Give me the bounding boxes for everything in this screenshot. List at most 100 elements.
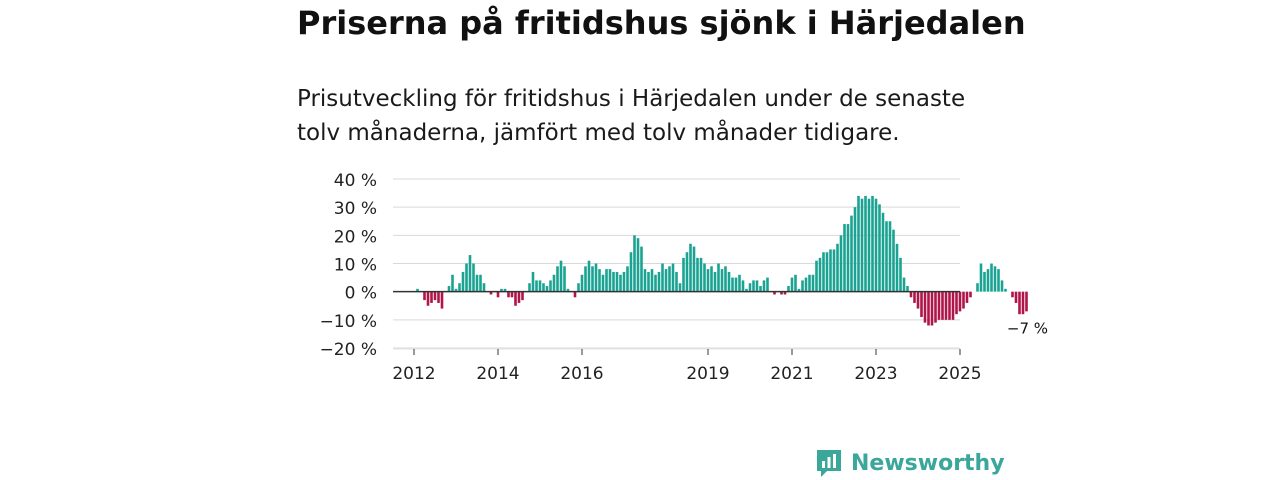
chart-subtitle: Prisutveckling för fritidshus i Härjedal…	[297, 86, 966, 146]
y-tick-label: 20 %	[334, 227, 377, 247]
bar	[447, 286, 451, 292]
bar	[881, 212, 885, 292]
bar	[451, 274, 454, 292]
bar	[832, 249, 836, 292]
bar-chart: 40 % 30 % 20 % 10 % 0 % −10 % −20 % 2012 2014 201…	[320, 171, 1049, 384]
bar	[864, 195, 867, 292]
bar	[951, 291, 955, 320]
bar	[965, 291, 969, 303]
bar	[913, 291, 916, 303]
bar	[993, 266, 997, 292]
bar	[440, 291, 444, 309]
bar	[794, 274, 797, 292]
bar	[902, 277, 906, 292]
bar	[678, 283, 682, 292]
bar	[566, 288, 570, 292]
bar	[745, 288, 748, 292]
bar	[790, 277, 794, 292]
bar	[927, 291, 930, 326]
bar	[906, 286, 909, 292]
bar	[731, 277, 734, 292]
bar	[542, 283, 545, 292]
bar	[647, 271, 650, 292]
bar	[706, 269, 710, 292]
bar	[836, 243, 839, 292]
bar	[587, 260, 591, 292]
bar	[846, 224, 850, 292]
bar	[895, 243, 899, 292]
bar	[489, 291, 493, 295]
bar	[601, 274, 605, 292]
bar	[416, 288, 419, 292]
bar	[990, 263, 993, 292]
bar	[535, 280, 538, 292]
bar	[626, 266, 629, 292]
bar	[538, 280, 542, 292]
bar	[1004, 288, 1007, 292]
bar	[941, 291, 944, 320]
bar	[465, 263, 468, 292]
bar	[783, 291, 787, 295]
bar	[612, 271, 615, 292]
bar	[717, 263, 720, 292]
bar	[874, 198, 878, 292]
bar	[531, 271, 535, 292]
bar	[720, 269, 724, 292]
bar	[920, 291, 923, 318]
bar	[696, 257, 699, 292]
bar	[969, 291, 972, 298]
y-tick-label: −20 %	[320, 340, 377, 360]
value-annotation: −7 %	[1007, 319, 1048, 337]
bar	[472, 263, 475, 292]
bar	[584, 266, 587, 292]
axis-layer: 40 % 30 % 20 % 10 % 0 % −10 % −20 % 2012 2014 201…	[320, 171, 1049, 384]
bar	[888, 221, 892, 292]
bar	[654, 274, 657, 292]
bar	[507, 291, 510, 298]
bar	[867, 198, 871, 292]
bar	[605, 269, 608, 292]
bar	[671, 263, 675, 292]
bar	[657, 271, 661, 292]
bar	[426, 291, 430, 306]
bar	[454, 288, 458, 292]
bar	[521, 291, 524, 301]
bar	[930, 291, 934, 326]
bar	[878, 204, 881, 292]
bar	[563, 266, 566, 292]
bar	[622, 271, 626, 292]
bar	[685, 252, 689, 292]
x-tick-label: 2023	[854, 364, 897, 384]
bar	[892, 229, 895, 292]
bar	[752, 280, 755, 292]
y-tick-label: 0 %	[345, 284, 377, 304]
bar	[773, 291, 776, 295]
bar	[923, 291, 927, 323]
bar	[636, 238, 640, 292]
bar	[510, 291, 514, 298]
bar	[899, 257, 902, 292]
bar	[500, 288, 503, 292]
newsworthy-logo: Newsworthy	[815, 446, 1005, 480]
x-tick-label: 2012	[392, 364, 435, 384]
x-tick-label: 2025	[938, 364, 981, 384]
bar	[825, 252, 829, 292]
bar	[682, 257, 685, 292]
bar	[944, 291, 948, 320]
bar	[430, 291, 433, 303]
logo-icon	[817, 450, 841, 477]
bar	[496, 291, 500, 298]
bar	[577, 283, 580, 292]
bar	[958, 291, 962, 312]
bar	[766, 277, 769, 292]
bar	[818, 257, 822, 292]
bar	[759, 286, 762, 292]
y-tick-label: −10 %	[320, 312, 377, 332]
bar	[724, 266, 727, 292]
bar	[804, 277, 808, 292]
bar	[885, 221, 888, 292]
bar	[675, 271, 678, 292]
bar	[559, 260, 563, 292]
bar	[661, 263, 664, 292]
bar	[850, 215, 853, 292]
